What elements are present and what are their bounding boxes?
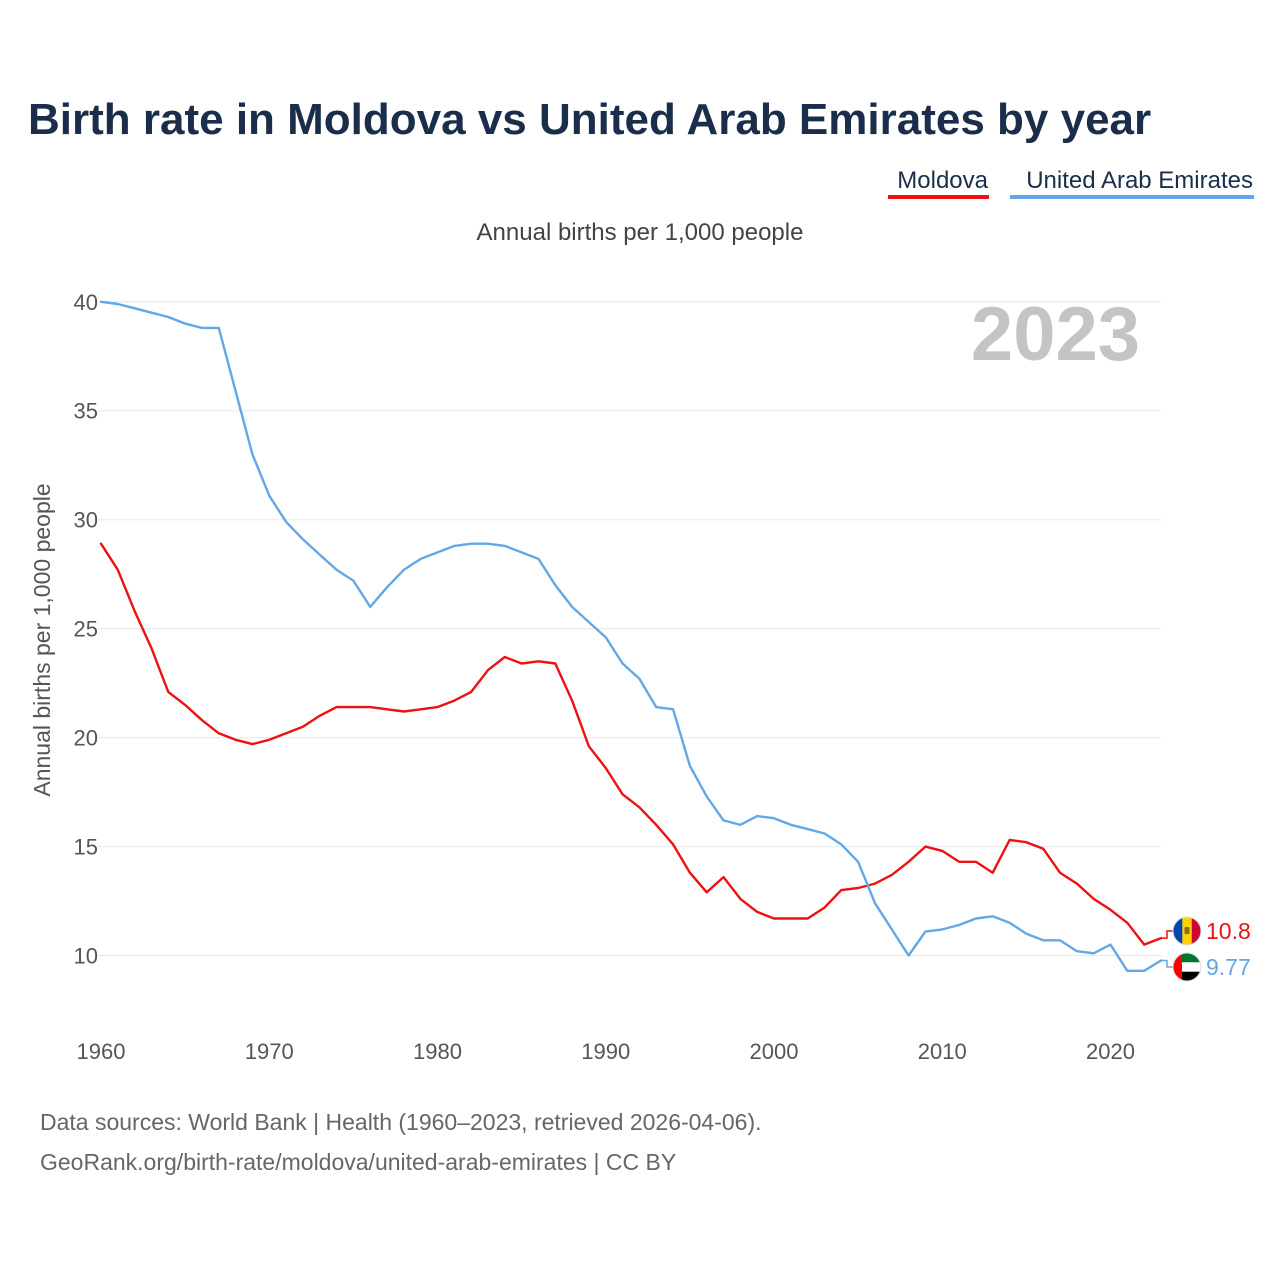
y-tick-label: 25 [74,617,98,642]
y-tick-label: 20 [74,726,98,751]
legend-swatch-moldova [888,195,989,199]
moldova-flag-icon [1173,917,1201,945]
x-axis-ticks: 1960 1970 1980 1990 2000 2010 2020 [77,1039,1135,1064]
uae-flag-icon [1173,953,1201,981]
end-value-label: 9.77 [1206,954,1251,980]
x-tick-label: 2020 [1086,1039,1135,1064]
y-axis-ticks: 10 15 20 25 30 35 40 [74,290,98,969]
flag-outline [1172,952,1202,982]
series-lines [99,300,1163,972]
x-tick-label: 2000 [750,1039,799,1064]
chart-title: Birth rate in Moldova vs United Arab Emi… [28,95,1151,144]
y-tick-label: 40 [74,290,98,315]
source-line: Data sources: World Bank | Health (1960–… [40,1109,762,1135]
source-url[interactable]: GeoRank.org/birth-rate/moldova/united-ar… [40,1149,676,1175]
x-tick-label: 1980 [413,1039,462,1064]
y-tick-label: 15 [74,835,98,860]
x-tick-label: 1990 [581,1039,630,1064]
legend-item-uae[interactable]: United Arab Emirates [1026,167,1253,194]
series-line-moldova [99,542,1163,946]
series-line-uae [99,300,1163,972]
end-markers: 10.8 9.77 [1161,916,1251,982]
year-watermark: 2023 [971,292,1140,377]
y-tick-label: 10 [74,944,98,969]
x-tick-label: 1970 [245,1039,294,1064]
legend-item-moldova[interactable]: Moldova [897,167,988,194]
y-tick-label: 35 [74,399,98,424]
end-connector [1161,930,1173,939]
chart-subtitle: Annual births per 1,000 people [477,219,804,246]
legend: Moldova United Arab Emirates [888,167,1254,199]
legend-swatch-uae [1010,195,1254,199]
flag-outline [1172,916,1202,946]
x-tick-label: 1960 [77,1039,126,1064]
end-connector [1161,959,1173,968]
y-tick-label: 30 [74,508,98,533]
x-tick-label: 2010 [918,1039,967,1064]
end-value-label: 10.8 [1206,918,1251,944]
y-axis-label: Annual births per 1,000 people [29,483,55,796]
